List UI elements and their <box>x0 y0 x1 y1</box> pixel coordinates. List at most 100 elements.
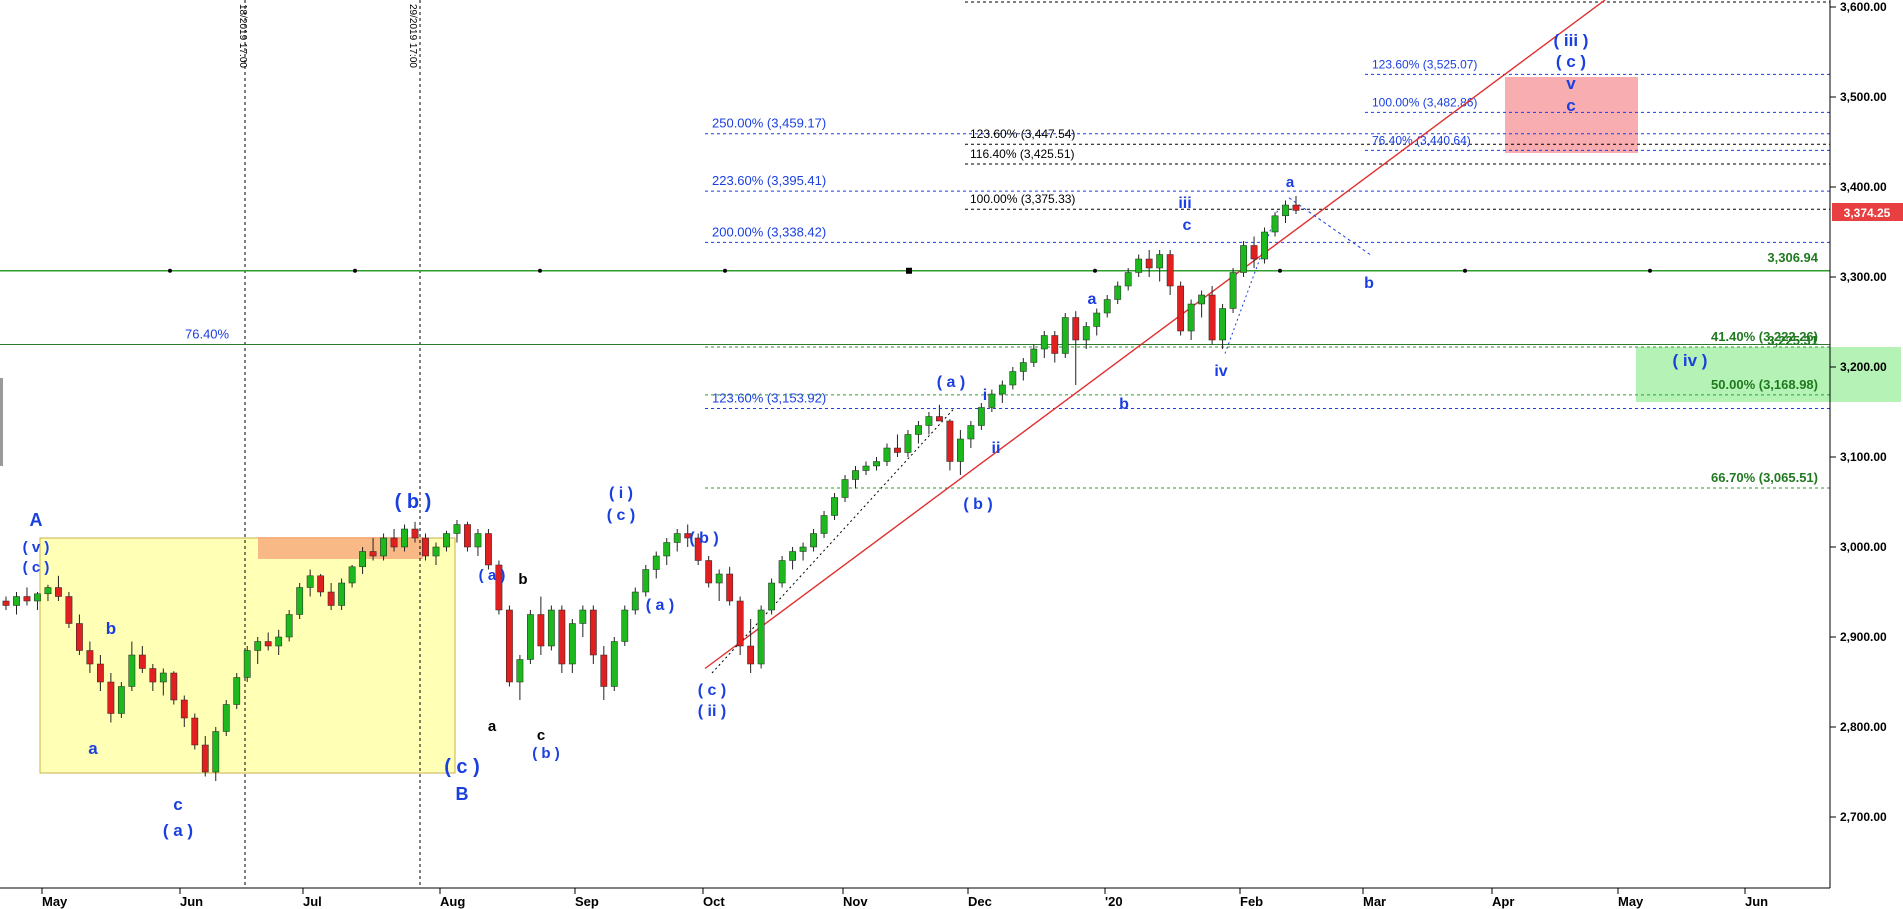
wave-label: ( b ) <box>532 745 560 762</box>
bear-candle <box>495 564 503 611</box>
y-tick-label: 2,700.00 <box>1840 810 1887 824</box>
bull-candle <box>1282 204 1289 217</box>
x-tick-label: '20 <box>1105 894 1123 909</box>
y-tick-label: 3,500.00 <box>1840 90 1887 104</box>
bear-candle <box>1177 285 1185 332</box>
wave-label: i <box>983 387 987 404</box>
wave-label: iv <box>1214 363 1227 380</box>
bear-candle <box>96 663 104 683</box>
vertical-markers: 18/2019 17:00 29/2019 17:00 <box>237 0 421 888</box>
fib-extension-label: 100.00% (3,375.33) <box>970 192 1075 206</box>
x-tick-label: Sep <box>575 894 599 909</box>
level-anchor-dot <box>168 268 172 273</box>
bull-candle <box>652 555 660 570</box>
bear-candle <box>726 573 734 602</box>
bull-candle <box>275 636 283 647</box>
bull-candle <box>1229 272 1237 309</box>
wave-label: ( a ) <box>646 597 674 614</box>
bull-candle <box>1009 371 1017 386</box>
level-anchor-dot <box>353 268 357 273</box>
x-axis: May Jun Jul Aug Sep Oct Nov Dec '20 Feb Mar Apr May J… <box>0 887 1830 909</box>
bull-candle <box>579 609 587 624</box>
target-level-label: 123.60% (3,525.07) <box>1372 57 1477 71</box>
y-tick-label: 3,400.00 <box>1840 180 1887 194</box>
bull-candle <box>904 434 912 453</box>
bull-candle <box>1061 317 1069 354</box>
bull-candle <box>1093 312 1101 327</box>
bull-candle <box>621 609 629 642</box>
x-tick-label: Apr <box>1492 894 1514 909</box>
wave-label: ( ii ) <box>698 703 726 720</box>
wave-label: ( b ) <box>963 496 992 513</box>
bear-candle <box>86 650 94 665</box>
x-tick-label: Oct <box>703 894 725 909</box>
bear-candle <box>201 744 209 773</box>
bull-candle <box>631 591 639 611</box>
bull-candle <box>212 731 220 773</box>
bull-candle <box>841 479 849 498</box>
bear-candle <box>369 551 377 557</box>
bull-candle <box>453 524 461 534</box>
bear-candle <box>894 447 901 453</box>
bull-candle <box>862 465 870 471</box>
bull-candle <box>34 593 41 602</box>
y-axis: 3,600.00 3,500.00 3,400.00 3,300.00 3,200.00… <box>1829 0 1887 888</box>
x-tick-label: Feb <box>1240 894 1263 909</box>
bear-candle <box>747 645 755 665</box>
level-anchor-handle <box>906 267 912 274</box>
wave-label: ( b ) <box>395 491 432 513</box>
bull-candle <box>1082 326 1090 341</box>
horizontal-level-label: 3,306.94 <box>1767 250 1818 265</box>
bull-candle <box>1030 348 1038 363</box>
fib-support-label: 66.70% (3,065.51) <box>1711 470 1818 485</box>
bull-candle <box>1124 272 1132 287</box>
bull-candle <box>443 533 450 548</box>
bull-candle <box>285 614 293 638</box>
bull-candle <box>852 470 859 480</box>
wave-label: b <box>518 571 527 588</box>
wave-label: ( b ) <box>689 530 718 547</box>
bear-candle <box>600 654 608 687</box>
wave-label: a <box>1286 174 1295 191</box>
last-price-tag: 3,374.25 <box>1832 203 1903 221</box>
bear-candle <box>558 609 566 665</box>
wave-label: a <box>88 739 98 758</box>
bull-candle <box>799 546 807 552</box>
x-tick-label: May <box>42 894 68 909</box>
bull-candle <box>338 582 346 606</box>
wave-label: ( a ) <box>937 374 965 391</box>
bull-candle <box>810 533 817 548</box>
x-tick-label: Jun <box>1745 894 1768 909</box>
wave-label: iii <box>1178 195 1191 212</box>
annotations: A( v )( c )bac( a )( b )( c )B( a ) bac( … <box>23 31 1708 840</box>
scroll-handle[interactable] <box>0 378 3 466</box>
bear-candle <box>936 416 943 422</box>
bull-candle <box>1156 254 1164 269</box>
level-anchor-dot <box>1093 268 1097 273</box>
bull-candle <box>128 654 136 687</box>
bull-candle <box>296 587 304 615</box>
bull-candle <box>1135 258 1143 273</box>
bull-candle <box>1271 215 1279 233</box>
bear-candle <box>65 596 73 624</box>
bull-candle <box>159 672 167 683</box>
bull-candle <box>359 551 366 568</box>
bull-candle <box>757 609 765 665</box>
bear-candle <box>264 641 272 647</box>
bear-candle <box>1072 317 1080 341</box>
bear-candle <box>705 560 713 584</box>
fib-support-label: 3,225.31 <box>1767 333 1818 348</box>
candles <box>2 196 1300 781</box>
bull-candle <box>13 596 20 606</box>
level-anchor-dot <box>1278 268 1282 273</box>
wave-label: ( c ) <box>607 507 635 524</box>
bull-candle <box>988 393 996 408</box>
bull-candle <box>254 641 262 651</box>
x-tick-label: Jul <box>303 894 322 909</box>
bull-candle <box>1187 303 1195 332</box>
fib-extension-label: 116.40% (3,425.51) <box>970 147 1075 161</box>
bear-candle <box>55 587 62 597</box>
bear-candle <box>1250 245 1258 260</box>
bear-candle <box>1292 204 1300 211</box>
